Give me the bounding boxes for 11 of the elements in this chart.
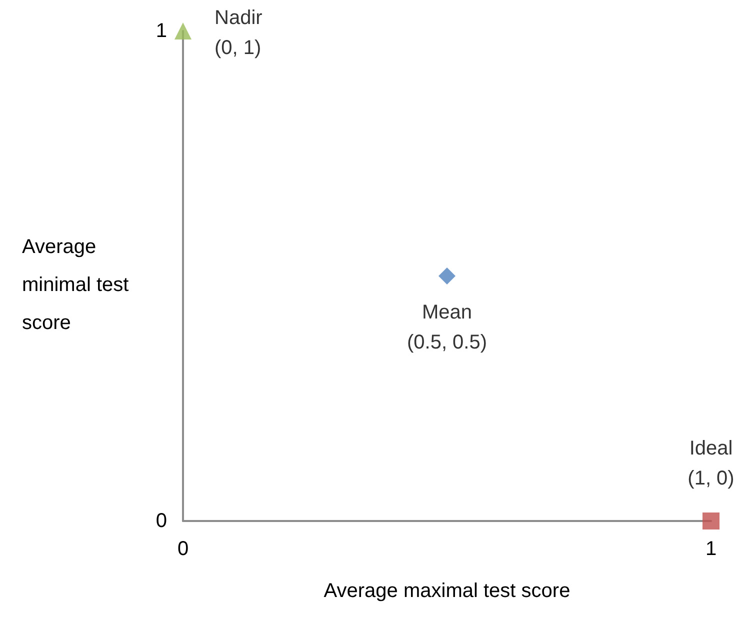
series-label: Nadir — [214, 7, 263, 29]
x-axis-title: Average maximal test score — [324, 580, 570, 602]
point — [438, 268, 456, 284]
text: Ideal — [689, 438, 733, 460]
series-label: Mean — [422, 302, 472, 324]
point — [174, 22, 192, 40]
y-axis-title: Average minimal test score — [22, 236, 134, 334]
data-label: (1, 0) — [688, 468, 734, 490]
point — [702, 512, 720, 530]
data-label: (0, 1) — [214, 37, 262, 59]
data-label: (0.5, 0.5) — [406, 332, 488, 354]
